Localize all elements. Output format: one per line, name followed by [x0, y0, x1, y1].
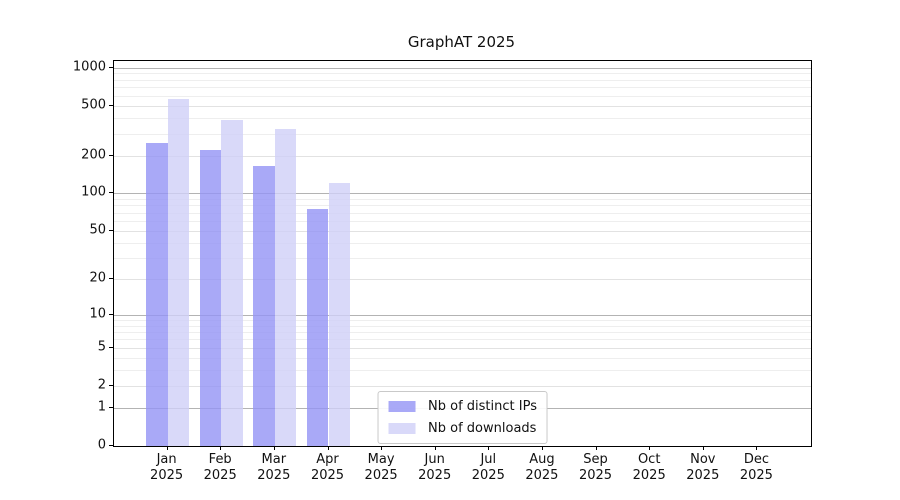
legend: Nb of distinct IPs Nb of downloads: [377, 391, 548, 444]
y-tick-label: 500: [81, 97, 106, 113]
gridline: [114, 385, 811, 387]
y-tick-label: 20: [89, 270, 106, 286]
y-tick-label: 5: [97, 339, 106, 355]
x-tick-mark: [381, 446, 383, 450]
gridline: [114, 242, 811, 244]
gridline: [114, 347, 811, 349]
x-tick-mark: [649, 446, 651, 450]
legend-item-distinct-ips: Nb of distinct IPs: [388, 398, 537, 415]
x-tick-label: Mar 2025: [257, 452, 291, 483]
x-tick-mark: [434, 446, 436, 450]
x-tick-mark: [273, 446, 275, 450]
x-tick-label: Sep 2025: [578, 452, 613, 483]
x-tick-mark: [541, 446, 543, 450]
gridline: [114, 199, 811, 200]
gridline: [114, 95, 811, 97]
gridline: [114, 339, 811, 341]
gridline: [114, 193, 811, 195]
gridline: [114, 87, 811, 89]
x-tick-mark: [488, 446, 490, 450]
y-tick-mark: [109, 66, 113, 68]
y-tick-mark: [109, 104, 113, 106]
y-tick-label: 100: [81, 184, 106, 200]
legend-item-downloads: Nb of downloads: [388, 420, 537, 437]
legend-label: Nb of downloads: [428, 421, 537, 436]
gridline: [114, 370, 811, 372]
x-tick-mark: [327, 446, 329, 450]
x-tick-mark: [595, 446, 597, 450]
chart-title: GraphAT 2025: [407, 33, 516, 51]
y-tick-label: 200: [81, 147, 106, 163]
x-tick-label: Jul 2025: [471, 452, 505, 483]
gridline: [114, 230, 811, 232]
x-tick-label: Dec 2025: [739, 452, 773, 483]
y-tick-label: 2: [97, 377, 106, 393]
legend-swatch-distinct-ips: [388, 401, 416, 412]
gridline: [114, 117, 811, 119]
gridline: [114, 279, 811, 281]
x-tick-mark: [756, 446, 758, 450]
x-tick-mark: [702, 446, 704, 450]
y-tick-mark: [109, 346, 113, 348]
bar-apr-series1: [328, 183, 350, 446]
x-tick-label: Aug 2025: [525, 452, 559, 483]
y-tick-label: 1000: [72, 59, 106, 75]
y-tick-mark: [109, 407, 113, 408]
gridline: [114, 325, 811, 327]
y-tick-mark: [109, 445, 113, 446]
bar-apr-series0: [307, 208, 329, 446]
gridline: [114, 212, 811, 214]
x-tick-label: Feb 2025: [203, 452, 237, 483]
y-tick-mark: [109, 192, 113, 194]
x-tick-label: Jan 2025: [150, 452, 184, 483]
bar-jan-series1: [167, 99, 189, 446]
x-tick-label: Apr 2025: [310, 452, 345, 483]
y-tick-mark: [109, 154, 113, 156]
y-tick-mark: [109, 229, 113, 231]
gridline: [114, 319, 811, 321]
gridline: [114, 133, 811, 135]
gridline: [114, 155, 811, 157]
y-tick-mark: [109, 278, 113, 280]
gridline: [114, 332, 811, 334]
x-tick-label: Oct 2025: [632, 452, 666, 483]
gridline: [114, 205, 811, 207]
x-tick-mark: [220, 446, 222, 450]
y-tick-label: 0: [97, 437, 106, 453]
bar-feb-series1: [221, 119, 243, 446]
gridline: [114, 357, 811, 359]
gridline: [114, 220, 811, 222]
gridline: [114, 73, 811, 75]
y-tick-label: 10: [89, 306, 106, 322]
x-tick-label: Jun 2025: [418, 452, 452, 483]
x-tick-label: Nov 2025: [686, 452, 720, 483]
gridline: [114, 105, 811, 107]
gridline: [114, 67, 811, 69]
y-tick-label: 1: [97, 399, 106, 415]
x-tick-mark: [166, 446, 168, 450]
bar-mar-series1: [274, 129, 297, 446]
gridline: [114, 79, 811, 81]
plot-area: Nb of distinct IPs Nb of downloads: [113, 60, 812, 447]
x-tick-label: May 2025: [364, 452, 398, 483]
bar-mar-series0: [253, 166, 275, 446]
gridline: [114, 314, 811, 316]
bar-feb-series0: [199, 150, 222, 446]
y-tick-mark: [109, 313, 113, 315]
legend-label: Nb of distinct IPs: [428, 399, 537, 414]
y-tick-mark: [109, 384, 113, 386]
legend-swatch-downloads: [388, 423, 416, 434]
gridline: [114, 257, 811, 259]
bar-jan-series0: [146, 143, 168, 446]
y-tick-label: 50: [89, 222, 106, 238]
